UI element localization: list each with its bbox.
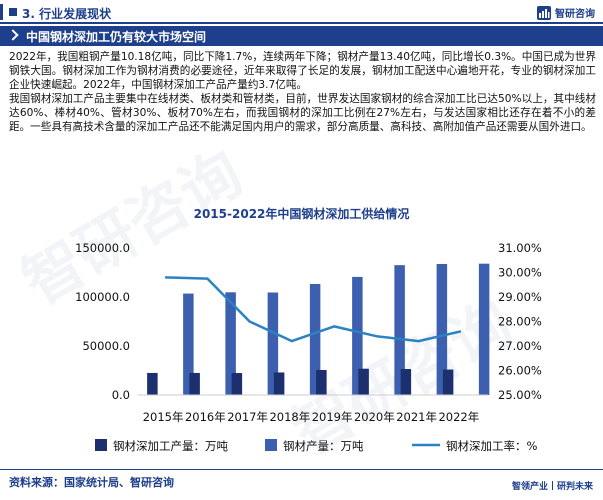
x-tick-label: 2022年 — [438, 410, 479, 424]
legend-swatch — [95, 439, 107, 451]
legend-label: 钢材产量：万吨 — [283, 439, 364, 453]
y-left-tick-label: 100000.0 — [75, 290, 130, 304]
paragraph: 我国钢材深加工产品主要集中在线材类、板材类和管材类，目前，世界发达国家钢材的综合… — [9, 93, 596, 134]
y-right-tick-label: 30.00% — [498, 266, 542, 280]
y-right-tick-label: 27.00% — [498, 339, 542, 353]
y-left-tick-label: 0.0 — [112, 388, 130, 402]
banner-title: 中国钢材深加工仍有较大市场空间 — [26, 30, 207, 44]
bar-deep-processing — [273, 372, 285, 395]
square-bullet-icon — [9, 8, 17, 16]
bar-deep-processing — [231, 373, 243, 395]
bar-deep-processing — [147, 372, 158, 395]
y-right-tick-label: 28.00% — [498, 315, 542, 329]
x-tick-label: 2018年 — [269, 410, 310, 424]
x-tick-label: 2021年 — [396, 410, 437, 424]
legend-label: 钢材深加工率：% — [446, 439, 537, 453]
x-tick-label: 2015年 — [143, 410, 184, 424]
section-heading: 3. 行业发展现状 — [22, 7, 112, 21]
top-header: 3. 行业发展现状 智研咨询 — [0, 0, 603, 25]
bar-deep-processing — [442, 369, 454, 395]
x-tick-label: 2016年 — [185, 410, 226, 424]
banner-band — [0, 26, 603, 46]
bar-steel-output — [183, 293, 194, 395]
bar-deep-processing — [189, 372, 200, 395]
y-right-tick-label: 25.00% — [498, 388, 542, 402]
legend-swatch — [265, 439, 277, 451]
y-left-tick-label: 150000.0 — [75, 241, 130, 255]
bar-steel-output — [309, 283, 321, 395]
data-source: 资料来源：国家统计局、智研咨询 — [9, 476, 174, 489]
bar-steel-output — [225, 292, 236, 395]
bar-steel-output — [352, 276, 363, 395]
header-divider — [0, 22, 603, 24]
slogan-separator — [551, 481, 553, 490]
chart: 2015-2022年中国钢材深加工供给情况 0.0 50000.0 100000.0… — [0, 205, 603, 467]
bar-deep-processing — [400, 369, 412, 395]
bar-steel-output — [394, 265, 405, 395]
brand-logo-text: 智研咨询 — [555, 9, 595, 20]
y-left-tick-label: 50000.0 — [82, 339, 130, 353]
bar-steel-output — [478, 263, 490, 395]
x-tick-label: 2017年 — [227, 410, 268, 424]
section-banner: 中国钢材深加工仍有较大市场空间 — [0, 25, 603, 47]
chart-title: 2015-2022年中国钢材深加工供给情况 — [193, 207, 410, 221]
y-right-tick-label: 31.00% — [498, 241, 542, 255]
slogan: 智领产业 研判未来 — [512, 479, 593, 492]
bar-steel-output — [436, 263, 448, 395]
header-accent-bar — [0, 4, 3, 20]
brand-mark-icon — [537, 5, 551, 20]
line-deep-processing-rate — [165, 276, 462, 343]
footer: 资料来源：国家统计局、智研咨询 智领产业 研判未来 — [0, 468, 603, 500]
article-body: 2022年，我国粗钢产量10.18亿吨，同比下降1.7%，连续两年下降；钢材产量… — [9, 50, 596, 135]
paragraph: 2022年，我国粗钢产量10.18亿吨，同比下降1.7%，连续两年下降；钢材产量… — [9, 51, 596, 92]
slogan-left: 智领产业 — [511, 482, 548, 492]
x-tick-label: 2020年 — [354, 410, 395, 424]
chart-svg: 0.0 50000.0 100000.0 150000.0 25.00% 26.00% 27… — [75, 241, 542, 453]
x-tick-label: 2019年 — [312, 410, 353, 424]
bar-deep-processing — [316, 370, 327, 395]
bar-deep-processing — [358, 368, 369, 395]
y-right-tick-label: 29.00% — [498, 290, 542, 304]
bar-steel-output — [267, 292, 279, 395]
y-right-tick-label: 26.00% — [498, 364, 542, 378]
legend-label: 钢材深加工产量：万吨 — [113, 439, 228, 453]
slogan-right: 研判未来 — [556, 482, 593, 492]
brand-logo: 智研咨询 — [537, 5, 595, 20]
footer-divider — [0, 469, 603, 470]
